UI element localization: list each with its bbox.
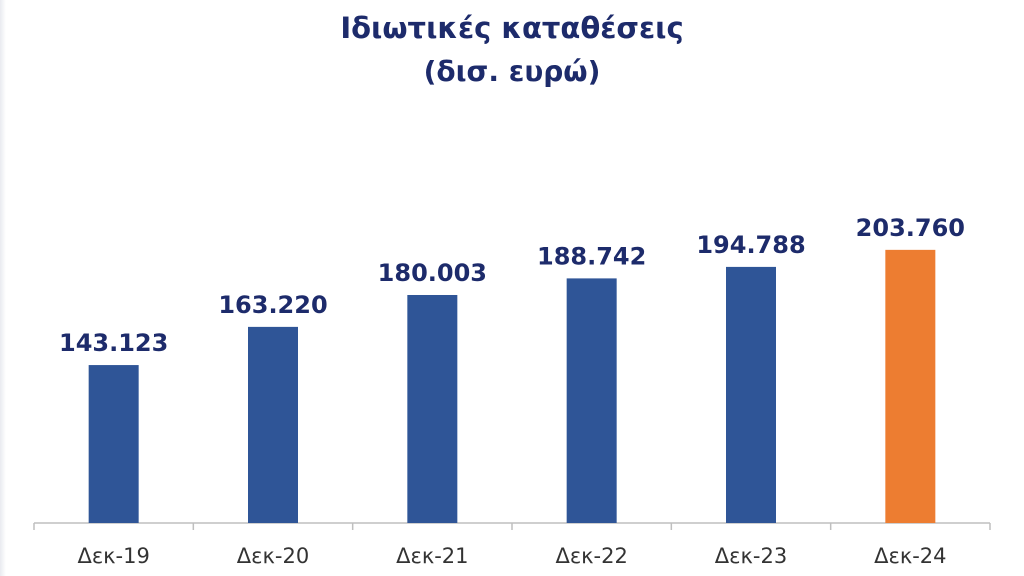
x-tick-label-5: Δεκ-23 [715, 544, 787, 568]
chart-title: Ιδιωτικές καταθέσεις [340, 11, 684, 45]
x-tick-label-3: Δεκ-21 [396, 544, 468, 568]
data-label-2: 163.220 [218, 291, 327, 319]
data-label-6: 203.760 [856, 214, 965, 242]
frame-edge [0, 0, 6, 576]
x-tick-label-4: Δεκ-22 [555, 544, 627, 568]
x-tick-label-1: Δεκ-19 [77, 544, 149, 568]
bar-2 [248, 326, 298, 523]
x-tick-label-6: Δεκ-24 [874, 544, 946, 568]
chart-subtitle: (δισ. ευρώ) [423, 55, 601, 88]
data-label-4: 188.742 [537, 242, 646, 270]
data-label-3: 180.003 [378, 259, 487, 287]
bar-3 [407, 294, 458, 523]
data-label-1: 143.123 [59, 329, 168, 357]
bar-5 [726, 266, 776, 523]
data-label-5: 194.788 [696, 231, 805, 259]
x-tick-label-2: Δεκ-20 [237, 544, 309, 568]
bar-6 [885, 249, 936, 523]
bar-1 [88, 365, 139, 523]
bar-4 [566, 278, 617, 523]
